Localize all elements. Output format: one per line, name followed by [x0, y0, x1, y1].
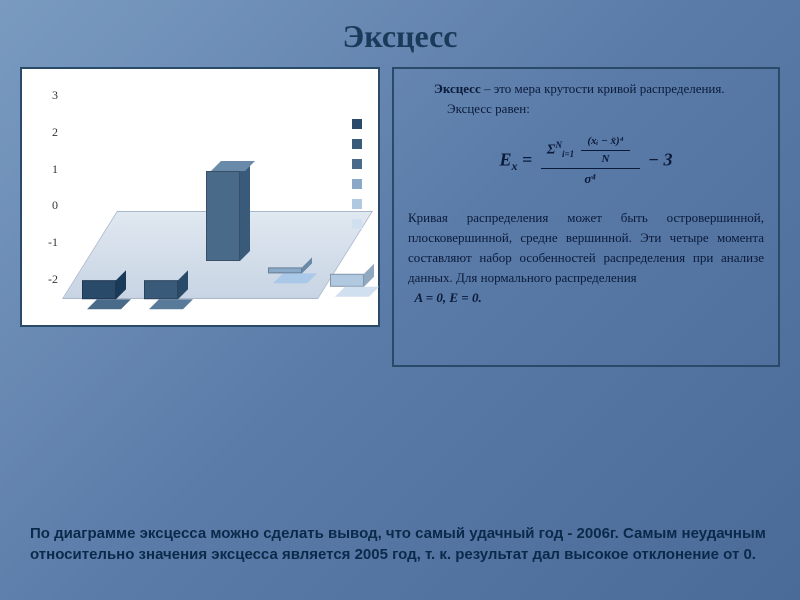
legend-swatch	[352, 139, 362, 149]
chart-legend	[352, 119, 362, 229]
legend-swatch	[352, 119, 362, 129]
def-p3: Кривая распределения может быть островер…	[408, 208, 764, 289]
def-p1: Эксцесс – это мера крутости кривой распр…	[408, 79, 764, 99]
slide-title: Эксцесс	[0, 0, 800, 67]
def-p2: Эксцесс равен:	[408, 99, 764, 119]
y-tick: 2	[32, 126, 58, 138]
bars-group	[82, 101, 364, 261]
y-tick: 0	[32, 199, 58, 211]
y-tick: -2	[32, 273, 58, 285]
legend-swatch	[352, 179, 362, 189]
y-tick: -1	[32, 236, 58, 248]
legend-swatch	[352, 219, 362, 229]
y-tick: 3	[32, 89, 58, 101]
legend-swatch	[352, 199, 362, 209]
formula: Ex = ΣNi=1 (xᵢ − x̄)⁴ N σ⁴ − 3	[408, 133, 764, 189]
y-tick: 1	[32, 163, 58, 175]
kurtosis-chart: 3 2 1 0 -1 -2	[20, 67, 380, 327]
legend-swatch	[352, 159, 362, 169]
y-axis: 3 2 1 0 -1 -2	[32, 89, 58, 285]
definition-panel: Эксцесс – это мера крутости кривой распр…	[392, 67, 780, 367]
content-row: 3 2 1 0 -1 -2 Эксцесс – это мера крутости кри…	[0, 67, 800, 367]
conclusion-text: По диаграмме эксцесса можно сделать выво…	[30, 523, 770, 567]
def-p4: A = 0, E = 0.	[408, 288, 764, 308]
